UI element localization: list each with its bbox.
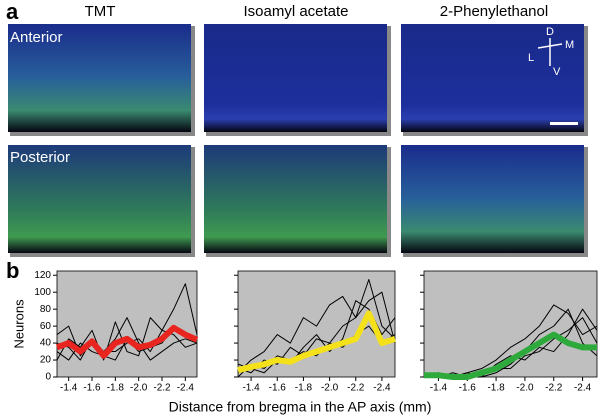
x-tick-label: -1.6: [83, 383, 101, 394]
x-tick-label: -1.4: [60, 383, 78, 394]
panel-label: a: [6, 0, 19, 24]
x-tick-label: -1.4: [242, 383, 260, 394]
mean-line: [424, 331, 597, 380]
x-tick-label: -2.2: [347, 383, 365, 394]
mean-line: [237, 310, 396, 374]
x-tick-label: -2.0: [321, 383, 339, 394]
x-tick-label: -2.2: [153, 383, 171, 394]
scale-bar: [550, 122, 578, 125]
trace-line: [237, 278, 396, 374]
trace-line: [237, 291, 396, 374]
y-tick-label: 100: [34, 287, 51, 298]
micrograph: [8, 24, 191, 132]
column-title: 2-Phenylethanol: [440, 3, 548, 20]
column-title: TMT: [85, 3, 116, 20]
x-tick-label: -1.8: [487, 383, 505, 394]
row-label: Posterior: [10, 149, 70, 166]
x-tick-label: -2.4: [373, 383, 391, 394]
compass: D M L V: [528, 26, 578, 125]
x-tick-label: -2.2: [545, 383, 563, 394]
y-tick-label: 0: [45, 372, 51, 383]
x-tick-label: -1.4: [430, 383, 448, 394]
y-axis-label: Neurons: [11, 299, 26, 349]
x-tick-label: -2.4: [574, 383, 592, 394]
micrograph: [8, 145, 191, 253]
trace-line: [56, 329, 198, 361]
row-label: Anterior: [10, 29, 63, 46]
plot-background: [56, 270, 198, 378]
x-tick-label: -1.8: [107, 383, 125, 394]
column-title: Isoamyl acetate: [243, 3, 348, 20]
micrograph: [401, 145, 584, 253]
trace-line: [56, 317, 198, 361]
y-tick-label: 60: [40, 321, 52, 332]
micrograph: [401, 24, 584, 132]
compass-label: D: [546, 26, 554, 38]
compass-label: M: [565, 39, 574, 51]
x-tick-label: -1.6: [459, 383, 477, 394]
x-axis-label: Distance from bregma in the AP axis (mm): [169, 399, 432, 415]
trace-line: [237, 325, 396, 378]
x-tick-label: -2.0: [516, 383, 534, 394]
x-tick-label: -1.8: [295, 383, 313, 394]
panel-label: b: [6, 258, 19, 283]
micrographs: [8, 24, 588, 257]
plot-background: [237, 270, 396, 378]
y-tick-label: 20: [40, 355, 52, 366]
y-tick-label: 40: [40, 338, 52, 349]
micrograph: [204, 145, 387, 253]
x-tick-label: -1.6: [269, 383, 287, 394]
x-tick-label: -2.0: [130, 383, 148, 394]
compass-axis: [537, 43, 563, 49]
trace-line: [424, 317, 598, 378]
trace-line: [56, 283, 198, 361]
compass-label: L: [528, 52, 534, 64]
y-tick-label: 80: [40, 304, 52, 315]
micrograph: [204, 24, 387, 132]
y-tick-label: 120: [34, 270, 51, 281]
trace-line: [237, 300, 396, 374]
mean-line: [55, 324, 199, 359]
compass-label: V: [553, 66, 561, 78]
x-tick-label: -2.4: [177, 383, 195, 394]
